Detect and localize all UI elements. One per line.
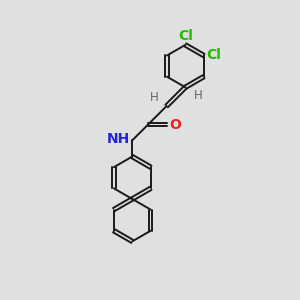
Text: Cl: Cl	[178, 28, 193, 43]
Text: Cl: Cl	[206, 49, 221, 62]
Text: H: H	[150, 91, 158, 104]
Text: O: O	[169, 118, 181, 132]
Text: NH: NH	[106, 132, 130, 146]
Text: H: H	[194, 89, 202, 102]
